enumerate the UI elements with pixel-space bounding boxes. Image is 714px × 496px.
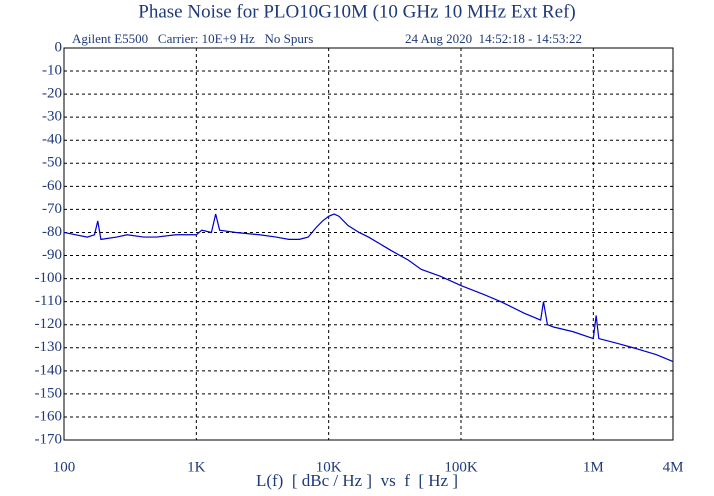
x-tick-label: 1K: [187, 459, 206, 475]
y-tick-label: -60: [42, 178, 62, 194]
annotation: Agilent E5500 Carrier: 10E+9 Hz No Spurs: [72, 31, 313, 46]
x-tick-label: 100: [53, 459, 76, 475]
y-tick-label: -160: [35, 408, 63, 424]
y-tick-label: -150: [35, 385, 63, 401]
x-tick-label: 100K: [444, 459, 478, 475]
x-tick-label: 10K: [316, 459, 342, 475]
y-tick-label: -10: [42, 62, 62, 78]
noise-line: [63, 213, 674, 363]
y-tick-label: -110: [35, 293, 62, 309]
y-tick-label: -120: [35, 316, 63, 332]
y-tick-label: -130: [35, 339, 63, 355]
y-tick-label: -170: [35, 431, 63, 447]
x-tick-label: 4M: [663, 459, 684, 475]
chart-title: Phase Noise for PLO10G10M (10 GHz 10 MHz…: [138, 1, 575, 22]
y-tick-label: -140: [35, 362, 63, 378]
y-tick-label: -40: [42, 132, 62, 148]
plot-frame: [63, 47, 674, 441]
annotation: 24 Aug 2020 14:52:18 - 14:53:22: [405, 31, 582, 46]
x-axis-label: L(f) [ dBc / Hz ] vs f [ Hz ]: [256, 471, 458, 490]
y-tick-label: -20: [42, 86, 62, 102]
y-tick-label: -30: [42, 109, 62, 125]
y-tick-label: -70: [42, 201, 62, 217]
y-tick-label: -80: [42, 224, 62, 240]
x-tick-label: 1M: [583, 459, 604, 475]
y-tick-label: -90: [42, 247, 62, 263]
y-tick-label: 0: [55, 39, 63, 55]
y-tick-label: -50: [42, 155, 62, 171]
y-tick-label: -100: [35, 270, 63, 286]
